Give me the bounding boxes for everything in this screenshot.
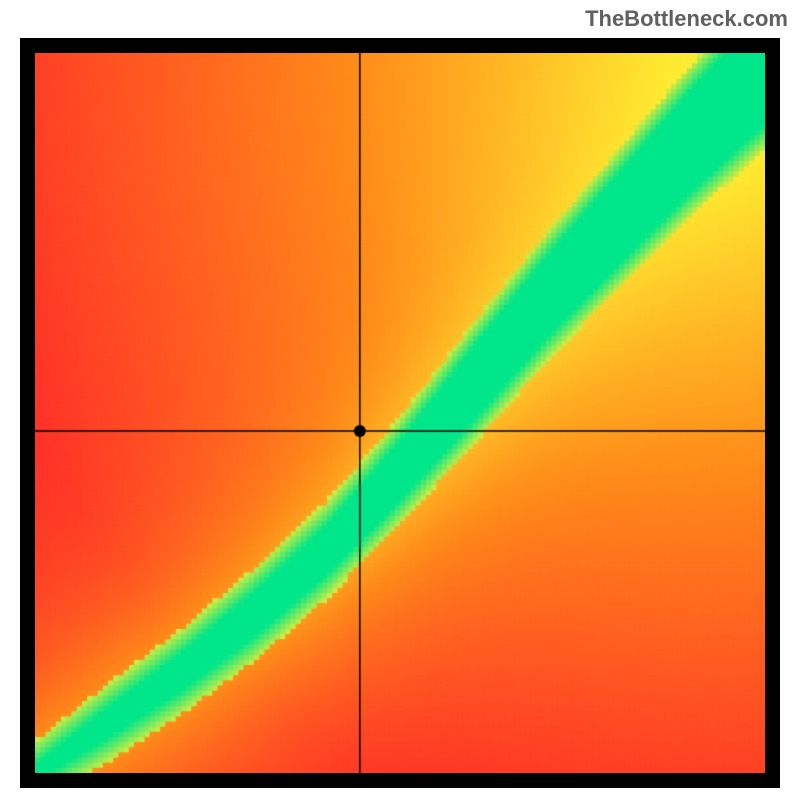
attribution-text: TheBottleneck.com: [585, 6, 788, 32]
crosshair-overlay: [35, 53, 765, 773]
chart-container: TheBottleneck.com: [0, 0, 800, 800]
